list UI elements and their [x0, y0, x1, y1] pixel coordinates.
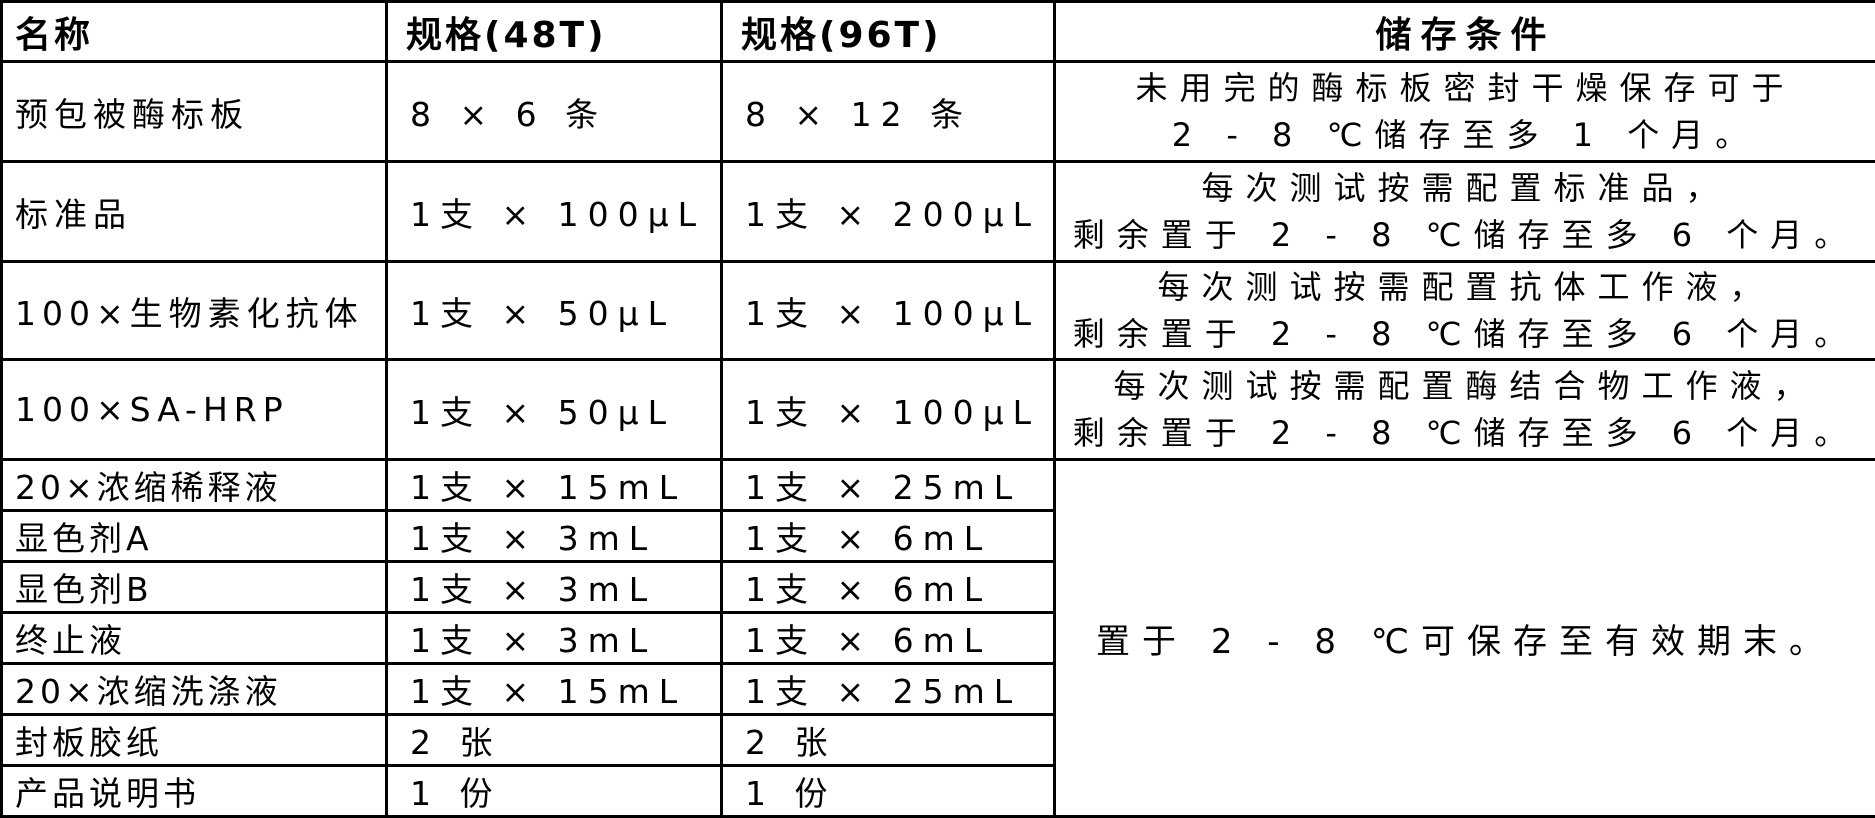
component-name: 预包被酶标板 [2, 62, 387, 162]
component-name: 100×生物素化抗体 [2, 262, 387, 360]
component-name: 封板胶纸 [2, 715, 387, 766]
spec-48t-value: 2 张 [387, 715, 722, 766]
spec-48t-value: 1支 × 15mL [387, 664, 722, 715]
header-spec-96t: 规格(96T) [722, 2, 1055, 62]
storage-line-2: 剩余置于 2 - 8 ℃储存至多 6 个月。 [1056, 311, 1875, 358]
spec-96t-value: 1支 × 6mL [722, 562, 1055, 613]
component-name: 20×浓缩洗涤液 [2, 664, 387, 715]
spec-96t-value: 1支 × 6mL [722, 613, 1055, 664]
spec-48t-value: 1支 × 3mL [387, 511, 722, 562]
spec-96t-value: 1支 × 200μL [722, 162, 1055, 262]
storage-line-1: 每次测试按需配置标准品， [1056, 165, 1875, 212]
storage-line-1: 未用完的酶标板密封干燥保存可于 [1056, 65, 1875, 112]
spec-48t-value: 1支 × 15mL [387, 460, 722, 511]
spec-96t-value: 1 份 [722, 766, 1055, 817]
spec-48t-value: 8 × 6 条 [387, 62, 722, 162]
table-row: 100×SA-HRP 1支 × 50μL 1支 × 100μL 每次测试按需配置… [2, 360, 1875, 460]
table-row: 标准品 1支 × 100μL 1支 × 200μL 每次测试按需配置标准品， 剩… [2, 162, 1875, 262]
spec-96t-value: 1支 × 6mL [722, 511, 1055, 562]
storage-line-1: 每次测试按需配置抗体工作液， [1056, 264, 1875, 311]
header-name: 名称 [2, 2, 387, 62]
spec-96t-value: 1支 × 25mL [722, 460, 1055, 511]
spec-96t-value: 1支 × 25mL [722, 664, 1055, 715]
storage-condition-merged: 置于 2 - 8 ℃可保存至有效期末。 [1055, 460, 1875, 817]
header-storage: 储存条件 [1055, 2, 1875, 62]
storage-condition: 未用完的酶标板密封干燥保存可于 2 - 8 ℃储存至多 1 个月。 [1055, 62, 1875, 162]
spec-48t-value: 1支 × 100μL [387, 162, 722, 262]
component-name: 产品说明书 [2, 766, 387, 817]
storage-line-2: 2 - 8 ℃储存至多 1 个月。 [1056, 112, 1875, 159]
spec-96t-value: 2 张 [722, 715, 1055, 766]
component-name: 20×浓缩稀释液 [2, 460, 387, 511]
spec-96t-value: 1支 × 100μL [722, 262, 1055, 360]
component-name: 标准品 [2, 162, 387, 262]
component-name: 终止液 [2, 613, 387, 664]
table-row: 20×浓缩稀释液 1支 × 15mL 1支 × 25mL 置于 2 - 8 ℃可… [2, 460, 1875, 511]
spec-48t-value: 1支 × 50μL [387, 360, 722, 460]
storage-condition: 每次测试按需配置标准品， 剩余置于 2 - 8 ℃储存至多 6 个月。 [1055, 162, 1875, 262]
spec-48t-value: 1支 × 3mL [387, 562, 722, 613]
storage-condition: 每次测试按需配置酶结合物工作液， 剩余置于 2 - 8 ℃储存至多 6 个月。 [1055, 360, 1875, 460]
storage-line-1: 每次测试按需配置酶结合物工作液， [1056, 363, 1875, 410]
spec-96t-value: 1支 × 100μL [722, 360, 1055, 460]
storage-condition: 每次测试按需配置抗体工作液， 剩余置于 2 - 8 ℃储存至多 6 个月。 [1055, 262, 1875, 360]
table-row: 100×生物素化抗体 1支 × 50μL 1支 × 100μL 每次测试按需配置… [2, 262, 1875, 360]
spec-48t-value: 1 份 [387, 766, 722, 817]
spec-48t-value: 1支 × 3mL [387, 613, 722, 664]
storage-line-2: 剩余置于 2 - 8 ℃储存至多 6 个月。 [1056, 410, 1875, 457]
spec-96t-value: 8 × 12 条 [722, 62, 1055, 162]
storage-line-2: 剩余置于 2 - 8 ℃储存至多 6 个月。 [1056, 212, 1875, 259]
component-name: 显色剂A [2, 511, 387, 562]
component-name: 显色剂B [2, 562, 387, 613]
spec-48t-value: 1支 × 50μL [387, 262, 722, 360]
table-row: 预包被酶标板 8 × 6 条 8 × 12 条 未用完的酶标板密封干燥保存可于 … [2, 62, 1875, 162]
component-name: 100×SA-HRP [2, 360, 387, 460]
header-row: 名称 规格(48T) 规格(96T) 储存条件 [2, 2, 1875, 62]
header-spec-48t: 规格(48T) [387, 2, 722, 62]
